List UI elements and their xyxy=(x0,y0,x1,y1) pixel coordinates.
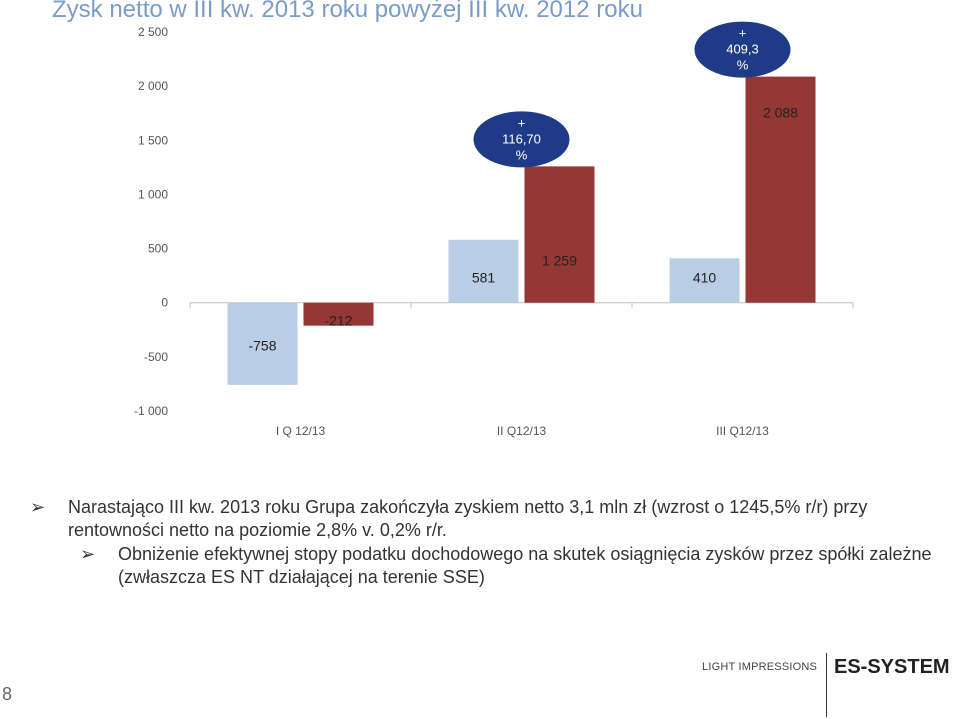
y-tick-label: -500 xyxy=(144,350,168,364)
footer-brand-logo: ES-SYSTEM xyxy=(834,656,950,678)
y-tick-label: 2 500 xyxy=(138,25,168,39)
bar-data-label: -758 xyxy=(248,338,276,354)
growth-badge-text: % xyxy=(516,147,528,162)
y-tick-label: 0 xyxy=(161,296,168,310)
bar-series-1-2 xyxy=(448,239,519,303)
growth-badge-text: + xyxy=(518,115,526,130)
y-tick-label: -1 000 xyxy=(134,404,168,418)
y-tick-label: 1 500 xyxy=(138,133,168,147)
y-tick-label: 500 xyxy=(148,242,168,256)
growth-badge-text: + xyxy=(739,26,747,41)
bar-data-label: 1 259 xyxy=(542,253,577,269)
growth-badge-text: 116,70 xyxy=(502,131,541,146)
page-title: Zysk netto w III kw. 2013 roku powyżej I… xyxy=(52,0,643,23)
growth-badge-text: 409,3 xyxy=(726,42,759,57)
bar-series-2-1 xyxy=(303,302,374,326)
page-number: 8 xyxy=(2,684,13,704)
footer-divider xyxy=(826,653,827,717)
bar-data-label: 410 xyxy=(693,270,717,286)
footer-tagline: LIGHT IMPRESSIONS xyxy=(702,661,818,673)
x-category-label: II Q12/13 xyxy=(497,424,547,438)
bar-data-label: -212 xyxy=(324,313,352,329)
bullet-list: ➢ Narastająco III kw. 2013 roku Grupa za… xyxy=(30,496,955,589)
bullet-sub-text: Obniżenie efektywnej stopy podatku docho… xyxy=(118,544,932,587)
bar-data-label: 581 xyxy=(472,270,496,286)
x-category-label: III Q12/13 xyxy=(716,424,769,438)
growth-badge xyxy=(694,21,791,78)
growth-badge-text: % xyxy=(737,58,749,73)
arrow-bullet-icon: ➢ xyxy=(80,544,96,564)
bullet-sub: ➢ Obniżenie efektywnej stopy podatku doc… xyxy=(30,543,955,589)
bar-data-label: 2 088 xyxy=(763,105,798,121)
bullet-main-text: Narastająco III kw. 2013 roku Grupa zako… xyxy=(68,497,868,540)
growth-badge xyxy=(473,111,570,168)
bar-series-1-1 xyxy=(227,302,298,385)
bullet-main: ➢ Narastająco III kw. 2013 roku Grupa za… xyxy=(30,496,955,542)
bar-series-2-2 xyxy=(524,166,595,303)
y-tick-label: 1 000 xyxy=(138,187,168,201)
net-profit-bar-chart: 2 500 2 000 1 500 1 000 500 0 -500 -1 000 -758 -… xyxy=(134,21,854,438)
arrow-bullet-icon: ➢ xyxy=(30,497,46,517)
x-category-label: I Q 12/13 xyxy=(276,424,326,438)
bar-series-1-3 xyxy=(669,258,740,303)
bar-series-2-3 xyxy=(745,76,816,303)
y-tick-label: 2 000 xyxy=(138,79,168,93)
